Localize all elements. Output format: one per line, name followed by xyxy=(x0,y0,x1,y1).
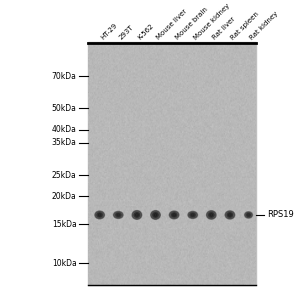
Ellipse shape xyxy=(188,212,197,219)
Text: Mouse brain: Mouse brain xyxy=(174,6,209,40)
Ellipse shape xyxy=(117,214,120,216)
Ellipse shape xyxy=(132,211,142,219)
Ellipse shape xyxy=(190,213,196,217)
Ellipse shape xyxy=(97,212,103,217)
Text: HT-29: HT-29 xyxy=(100,22,118,40)
Text: Mouse kidney: Mouse kidney xyxy=(193,2,231,40)
Text: 293T: 293T xyxy=(118,24,135,40)
Ellipse shape xyxy=(154,213,157,217)
Ellipse shape xyxy=(95,211,104,219)
Ellipse shape xyxy=(244,212,252,218)
Text: 70kDa: 70kDa xyxy=(52,72,76,81)
Ellipse shape xyxy=(135,213,139,217)
Text: 10kDa: 10kDa xyxy=(52,259,76,267)
Ellipse shape xyxy=(169,211,179,219)
Text: Rat liver: Rat liver xyxy=(211,16,236,40)
Ellipse shape xyxy=(228,214,232,217)
Ellipse shape xyxy=(115,213,122,217)
Ellipse shape xyxy=(247,214,250,216)
Ellipse shape xyxy=(210,214,213,217)
Text: Rat spleen: Rat spleen xyxy=(230,10,260,40)
Text: Mouse liver: Mouse liver xyxy=(155,8,188,40)
Ellipse shape xyxy=(208,212,214,218)
Ellipse shape xyxy=(207,211,216,219)
Text: 35kDa: 35kDa xyxy=(52,138,76,147)
Ellipse shape xyxy=(225,211,235,219)
Text: 50kDa: 50kDa xyxy=(52,104,76,113)
Text: Rat kidney: Rat kidney xyxy=(248,10,279,40)
Ellipse shape xyxy=(151,211,160,219)
Bar xyxy=(88,42,256,285)
Ellipse shape xyxy=(172,214,176,216)
Ellipse shape xyxy=(152,212,159,218)
Ellipse shape xyxy=(246,213,251,217)
Text: 40kDa: 40kDa xyxy=(52,125,76,134)
Text: K-562: K-562 xyxy=(137,22,155,40)
Ellipse shape xyxy=(171,212,177,217)
Ellipse shape xyxy=(98,214,101,216)
Text: 25kDa: 25kDa xyxy=(52,171,76,180)
Ellipse shape xyxy=(113,212,123,219)
Text: RPS19: RPS19 xyxy=(267,210,294,219)
Ellipse shape xyxy=(134,212,140,218)
Ellipse shape xyxy=(227,212,233,218)
Text: 15kDa: 15kDa xyxy=(52,220,76,229)
Ellipse shape xyxy=(191,214,194,216)
Text: 20kDa: 20kDa xyxy=(52,192,76,201)
